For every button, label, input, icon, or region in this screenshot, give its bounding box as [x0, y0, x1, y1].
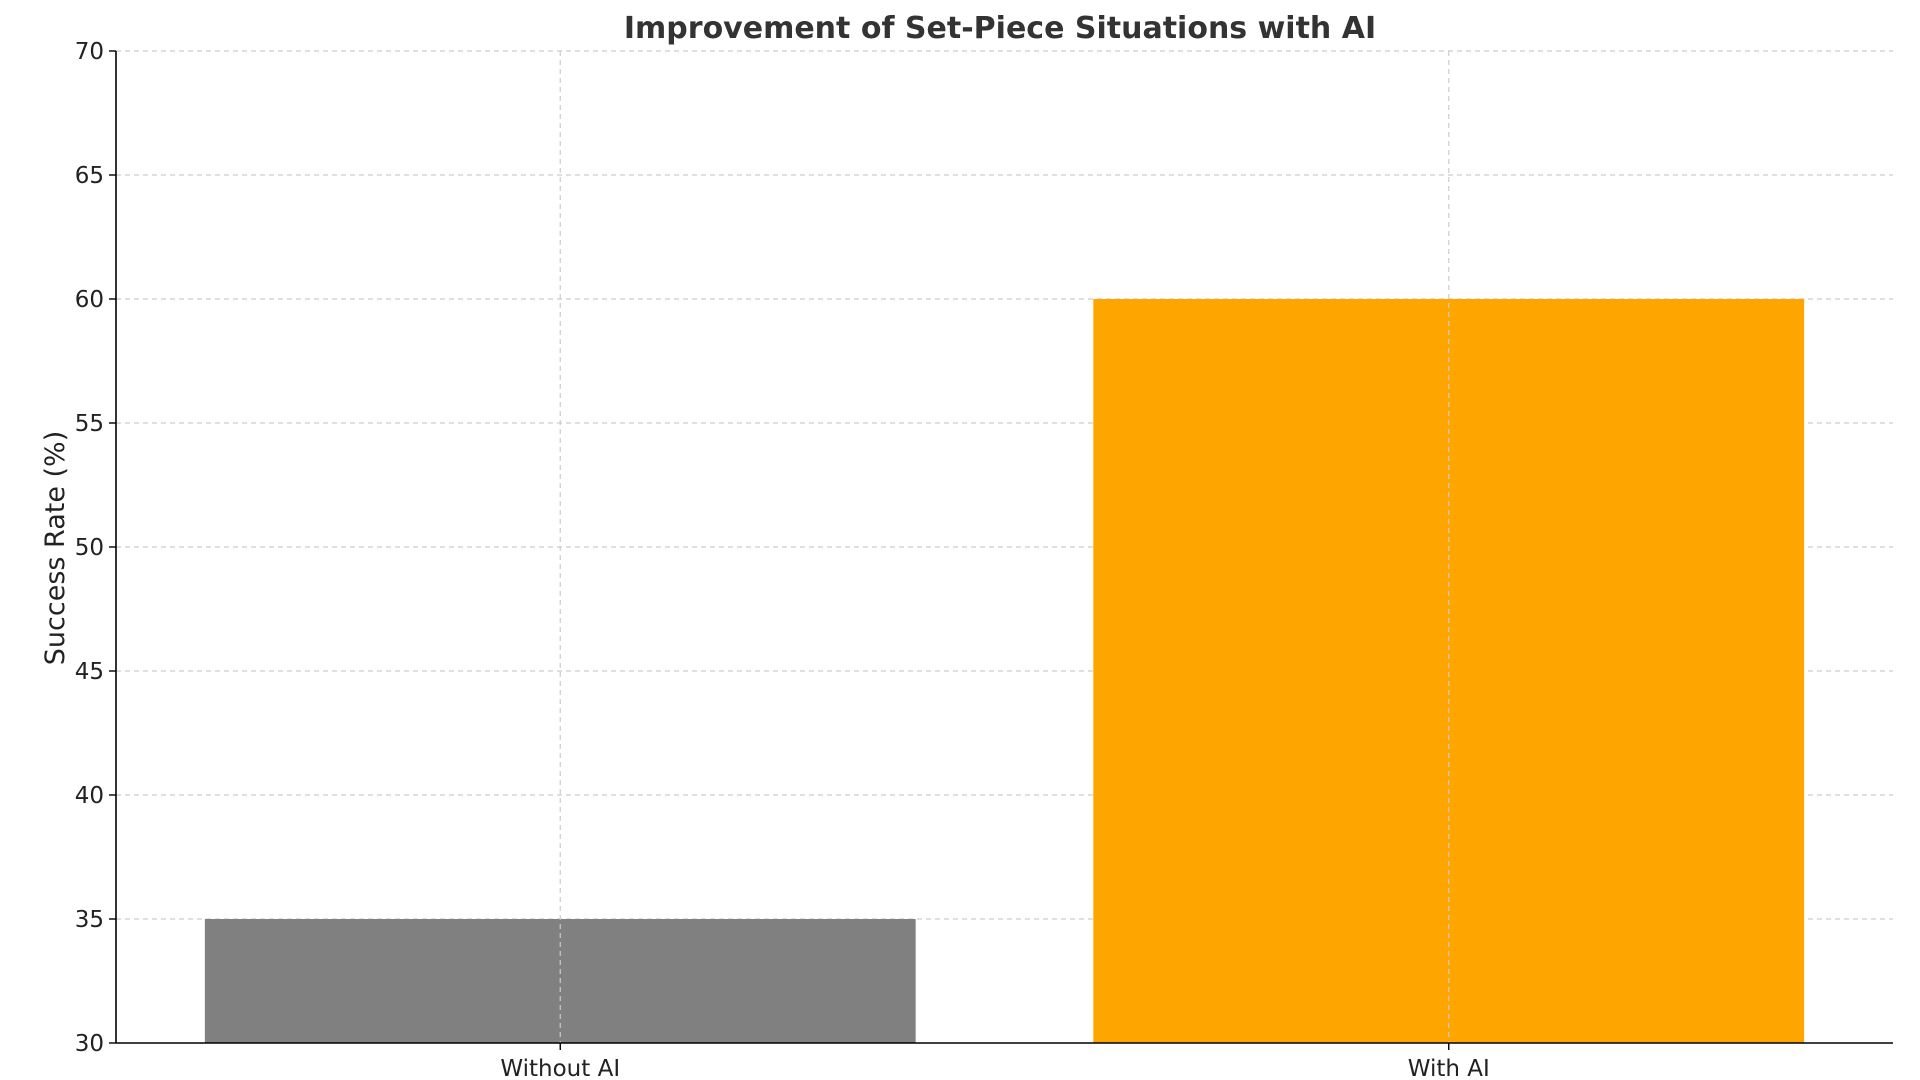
y-tick-label: 60 [75, 287, 104, 313]
y-tick-label: 35 [75, 907, 104, 933]
y-tick-label: 45 [75, 659, 104, 685]
y-tick-label: 55 [75, 411, 104, 437]
chart-title: Improvement of Set-Piece Situations with… [624, 11, 1376, 46]
x-tick-label: With AI [1408, 1056, 1490, 1080]
y-tick-label: 30 [75, 1031, 104, 1057]
y-tick-label: 65 [75, 163, 104, 189]
bar-layer [204, 51, 1805, 1043]
y-tick-label: 70 [75, 39, 104, 65]
y-axis-label: Success Rate (%) [40, 431, 71, 665]
axis-layer: 30 35 40 45 50 55 60 65 70 Without AI With AI [75, 39, 1893, 1080]
y-tick-label: 40 [75, 783, 104, 809]
bar [1093, 299, 1805, 1043]
y-tick-label: 50 [75, 535, 104, 561]
x-tick-label: Without AI [500, 1056, 620, 1080]
